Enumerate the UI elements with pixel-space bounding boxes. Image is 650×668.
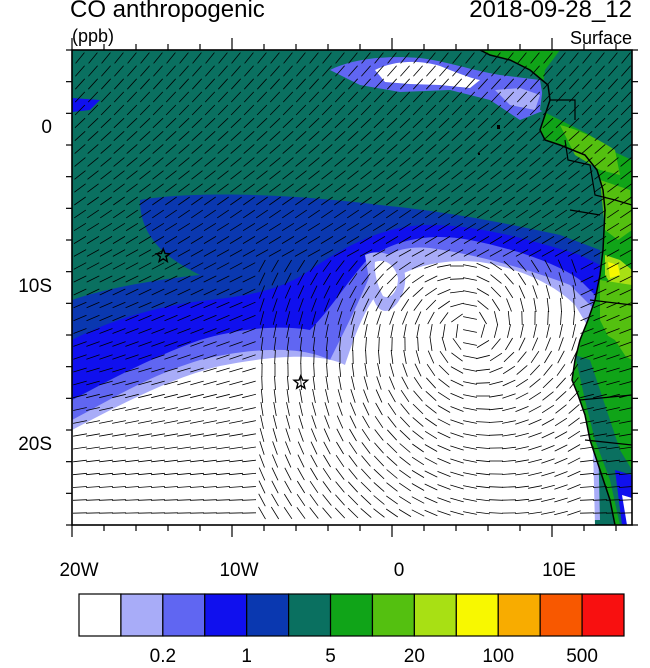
lat-label: 10S bbox=[0, 276, 52, 298]
colorbar-box bbox=[205, 594, 247, 636]
colorbar-box bbox=[79, 594, 121, 636]
colorbar-box bbox=[289, 594, 331, 636]
lat-label: 20S bbox=[0, 434, 52, 456]
colorbar-box bbox=[247, 594, 289, 636]
lon-label: 0 bbox=[369, 560, 429, 582]
colorbar-label: 1 bbox=[217, 646, 277, 668]
colorbar-box bbox=[414, 594, 456, 636]
colorbar-label: 5 bbox=[301, 646, 361, 668]
colorbar-box bbox=[163, 594, 205, 636]
colorbar-box bbox=[456, 594, 498, 636]
colorbar-box bbox=[331, 594, 373, 636]
lon-label: 10W bbox=[209, 560, 269, 582]
colorbar-label: 0.2 bbox=[133, 646, 193, 668]
lat-label: 0 bbox=[0, 117, 52, 139]
colorbar-box bbox=[582, 594, 624, 636]
colorbar-box bbox=[498, 594, 540, 636]
colorbar-label: 20 bbox=[384, 646, 444, 668]
lon-label: 20W bbox=[49, 560, 109, 582]
colorbar-box bbox=[372, 594, 414, 636]
co-field bbox=[72, 50, 633, 525]
colorbar-box bbox=[121, 594, 163, 636]
lon-label: 10E bbox=[529, 560, 589, 582]
colorbar bbox=[79, 594, 624, 636]
colorbar-label: 500 bbox=[552, 646, 612, 668]
colorbar-box bbox=[540, 594, 582, 636]
colorbar-label: 100 bbox=[468, 646, 528, 668]
